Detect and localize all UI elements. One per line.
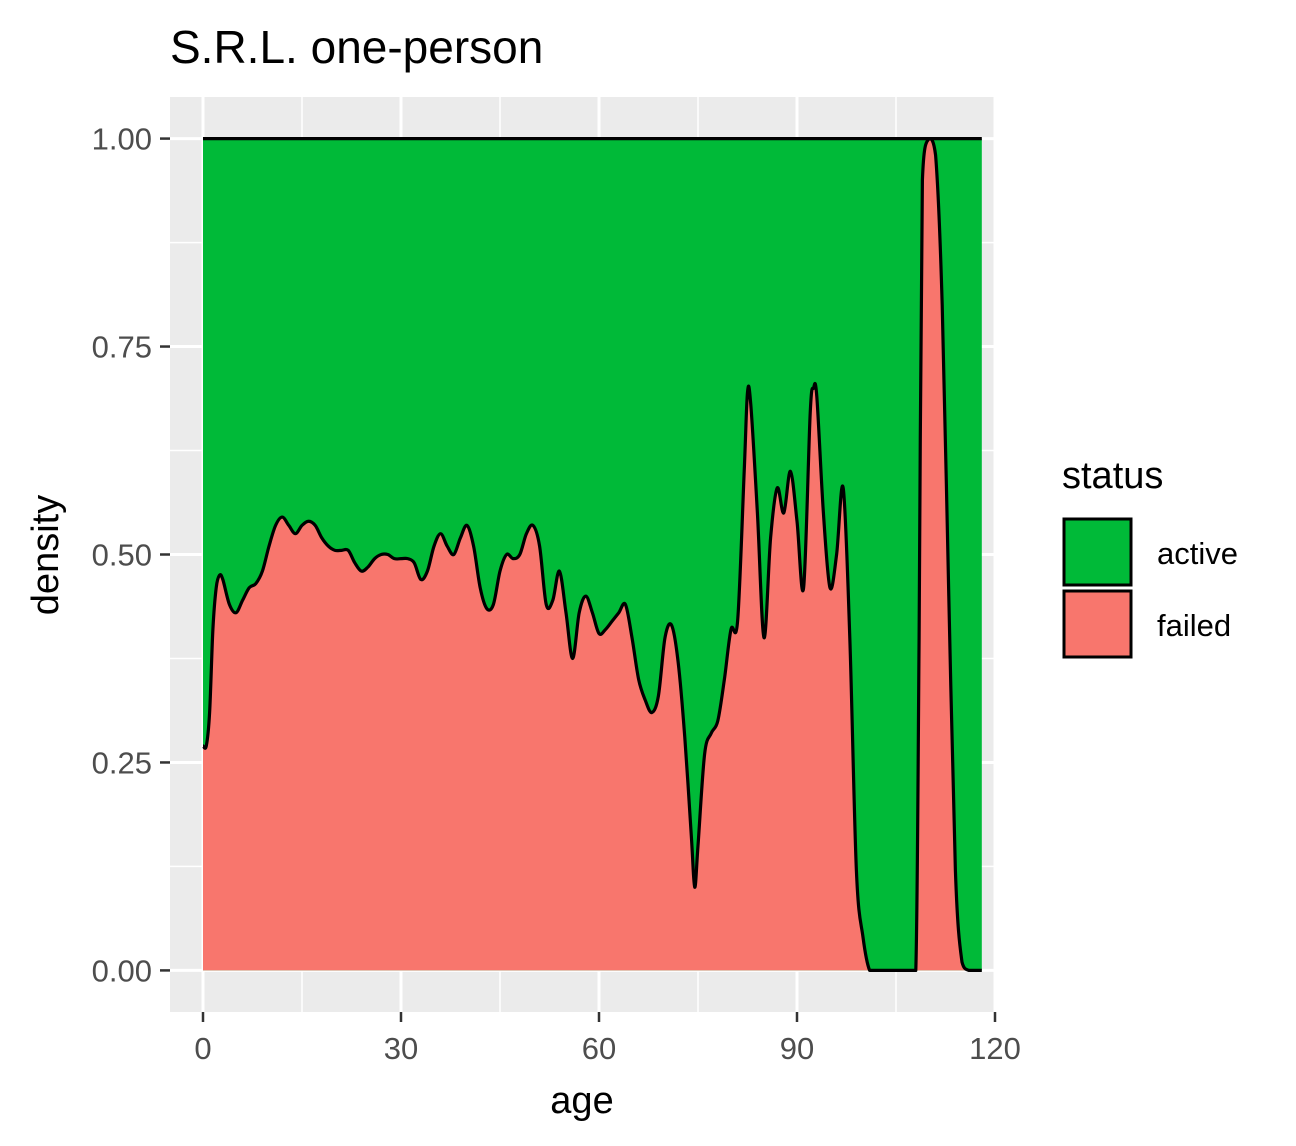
legend-title: status xyxy=(1062,455,1163,497)
legend: status active failed xyxy=(1062,455,1238,659)
y-tick-label: 1.00 xyxy=(92,122,152,157)
y-tick-label: 0.25 xyxy=(92,745,152,780)
chart-title: S.R.L. one-person xyxy=(170,21,543,73)
x-tick-label: 90 xyxy=(780,1031,814,1066)
boundary-line xyxy=(201,136,982,973)
x-tick-label: 30 xyxy=(384,1031,418,1066)
y-axis-title: density xyxy=(25,495,67,615)
legend-label-active: active xyxy=(1157,536,1238,571)
y-tick-label: 0.75 xyxy=(92,330,152,365)
x-tick-label: 0 xyxy=(194,1031,211,1066)
y-tick-label: 0.50 xyxy=(92,538,152,573)
x-axis-title: age xyxy=(550,1080,613,1122)
legend-label-failed: failed xyxy=(1157,608,1231,643)
x-tick-label: 120 xyxy=(969,1031,1021,1066)
legend-key-active xyxy=(1062,517,1133,587)
band-failed xyxy=(203,138,982,971)
y-tick-label: 0.00 xyxy=(92,953,152,988)
axes: 0 30 60 90 120 0.00 0.25 0.50 0.75 1.00 xyxy=(92,122,1021,1066)
density-bands xyxy=(201,136,982,973)
legend-key-failed xyxy=(1062,589,1133,659)
x-tick-label: 60 xyxy=(582,1031,616,1066)
